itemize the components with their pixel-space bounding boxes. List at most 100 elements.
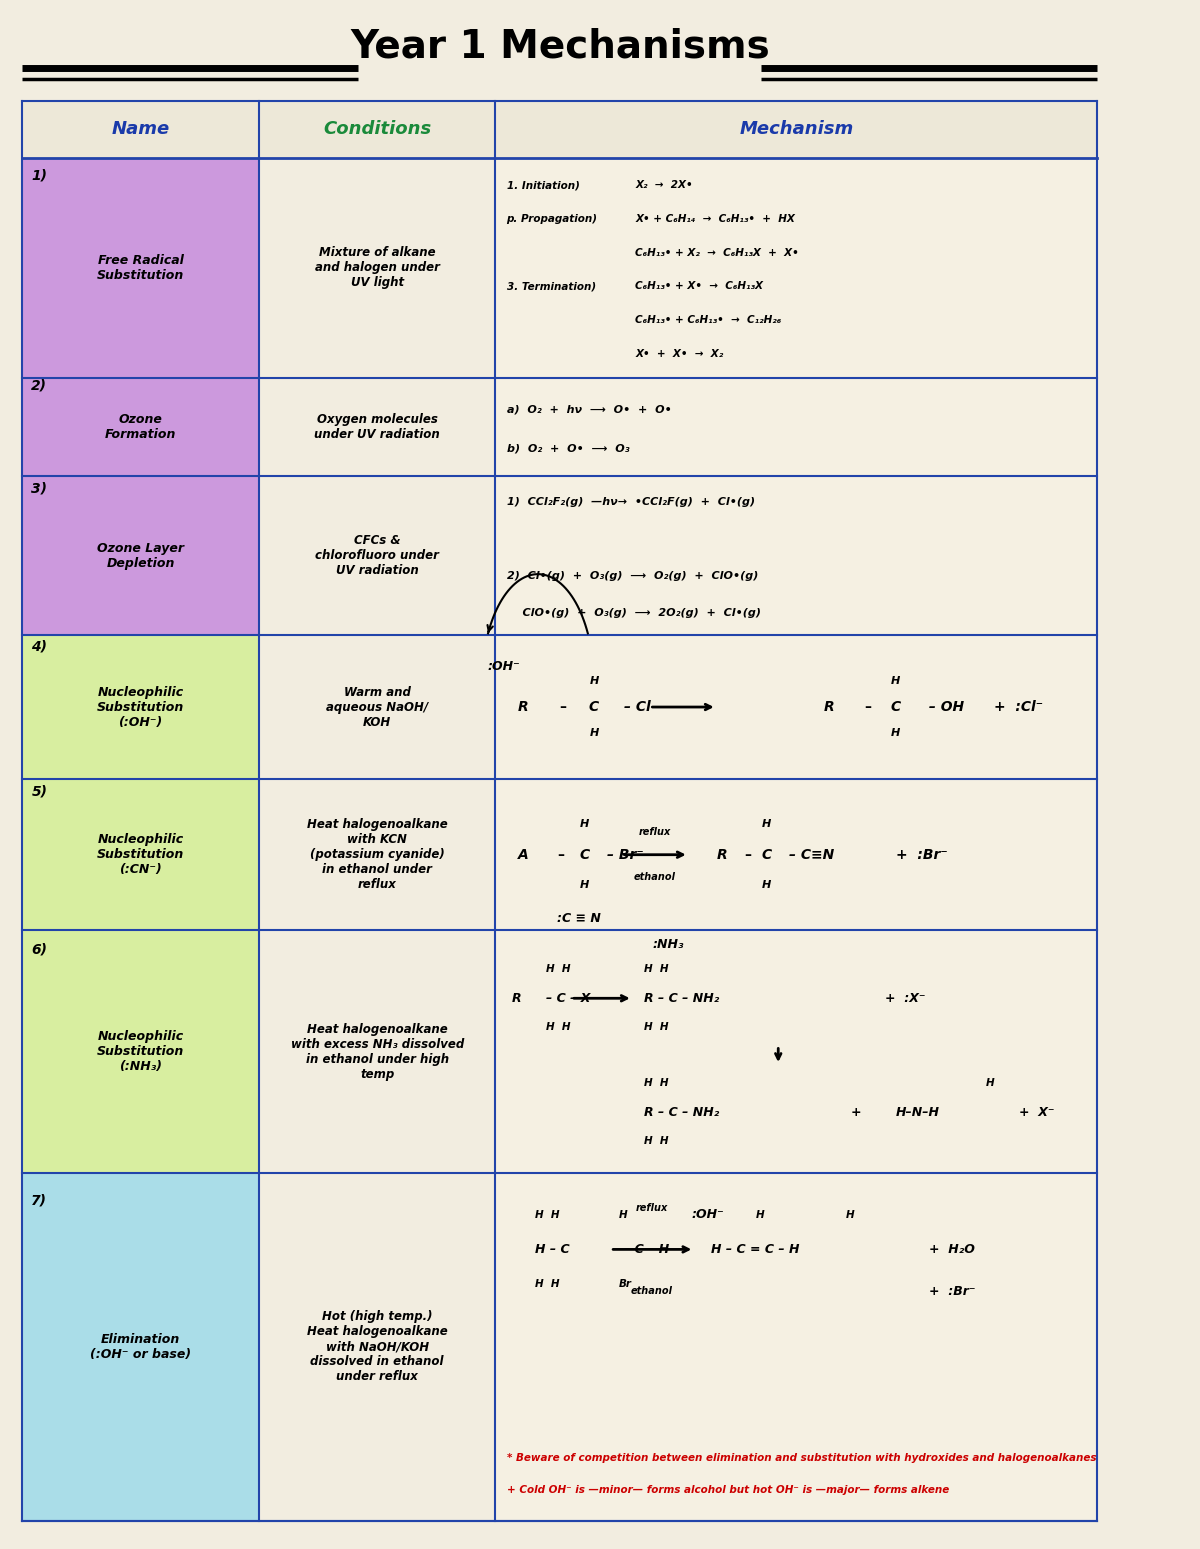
Text: CFCs &
chlorofluoro under
UV radiation: CFCs & chlorofluoro under UV radiation [316, 534, 439, 578]
Text: +  H₂O: + H₂O [930, 1242, 976, 1256]
Text: H–N–H: H–N–H [896, 1106, 940, 1118]
Text: A: A [517, 847, 528, 861]
Text: +  X⁻: + X⁻ [1019, 1106, 1055, 1118]
Text: H: H [985, 1078, 994, 1087]
Text: reflux: reflux [636, 1202, 668, 1213]
Text: H: H [589, 675, 599, 686]
Text: Br: Br [618, 1279, 631, 1289]
Text: Nucleophilic
Substitution
(:CN⁻): Nucleophilic Substitution (:CN⁻) [97, 833, 185, 877]
Bar [496, 158, 1097, 378]
Text: H  H: H H [644, 1022, 668, 1032]
Bar [259, 1173, 496, 1521]
Bar [259, 931, 496, 1173]
Text: –: – [559, 700, 566, 714]
Text: Name: Name [112, 121, 169, 138]
Text: +  :Cl⁻: + :Cl⁻ [995, 700, 1044, 714]
Text: C: C [890, 700, 901, 714]
Bar [496, 931, 1097, 1173]
Text: R: R [512, 991, 522, 1005]
Text: Heat halogenoalkane
with excess NH₃ dissolved
in ethanol under high
temp: Heat halogenoalkane with excess NH₃ diss… [290, 1022, 463, 1081]
Bar [259, 378, 496, 476]
Text: Elimination
(:OH⁻ or base): Elimination (:OH⁻ or base) [90, 1334, 191, 1362]
Text: C: C [762, 847, 772, 861]
Text: H – C = C – H: H – C = C – H [712, 1242, 799, 1256]
Text: –: – [745, 847, 751, 861]
Bar [496, 476, 1097, 635]
Bar [496, 779, 1097, 931]
Text: H  H: H H [534, 1279, 559, 1289]
Text: +  :Br⁻: + :Br⁻ [896, 847, 948, 861]
Text: H  H: H H [546, 963, 570, 974]
Text: Warm and
aqueous NaOH/
KOH: Warm and aqueous NaOH/ KOH [326, 686, 428, 728]
Text: b)  O₂  +  O•  ⟶  O₃: b) O₂ + O• ⟶ O₃ [506, 443, 629, 454]
Bar [259, 635, 496, 779]
Text: C₆H₁₃• + X₂  →  C₆H₁₃X  +  X•: C₆H₁₃• + X₂ → C₆H₁₃X + X• [635, 248, 799, 257]
Text: –: – [864, 700, 871, 714]
Text: H – C: H – C [534, 1242, 569, 1256]
Text: C₆H₁₃• + X•  →  C₆H₁₃X: C₆H₁₃• + X• → C₆H₁₃X [635, 282, 763, 291]
Text: R: R [716, 847, 727, 861]
Text: Ozone Layer
Depletion: Ozone Layer Depletion [97, 542, 184, 570]
Text: H: H [892, 728, 900, 737]
Text: Heat halogenoalkane
with KCN
(potassium cyanide)
in ethanol under
reflux: Heat halogenoalkane with KCN (potassium … [307, 818, 448, 891]
Text: 7): 7) [31, 1194, 47, 1208]
Text: R – C – NH₂: R – C – NH₂ [644, 1106, 719, 1118]
Text: H: H [618, 1210, 628, 1219]
Text: R – C – NH₂: R – C – NH₂ [644, 991, 719, 1005]
Text: C₆H₁₃• + C₆H₁₃•  →  C₁₂H₂₆: C₆H₁₃• + C₆H₁₃• → C₁₂H₂₆ [635, 314, 781, 325]
Text: X₂  →  2X•: X₂ → 2X• [635, 180, 692, 191]
Text: +  :Br⁻: + :Br⁻ [930, 1284, 976, 1298]
Text: H: H [846, 1210, 854, 1219]
Text: X• + C₆H₁₄  →  C₆H₁₃•  +  HX: X• + C₆H₁₄ → C₆H₁₃• + HX [635, 214, 796, 223]
Text: C: C [580, 847, 589, 861]
Text: :NH₃: :NH₃ [652, 939, 684, 951]
Bar [23, 1173, 259, 1521]
Text: ClO•(g)  +  O₃(g)  ⟶  2O₂(g)  +  Cl•(g): ClO•(g) + O₃(g) ⟶ 2O₂(g) + Cl•(g) [506, 607, 761, 618]
Text: 4): 4) [31, 640, 47, 654]
Text: 3. Termination): 3. Termination) [506, 282, 595, 291]
Bar [23, 378, 259, 476]
Text: 2)  Cl•(g)  +  O₃(g)  ⟶  O₂(g)  +  ClO•(g): 2) Cl•(g) + O₃(g) ⟶ O₂(g) + ClO•(g) [506, 572, 758, 581]
Text: – C≡N: – C≡N [790, 847, 835, 861]
Bar [23, 101, 1097, 158]
Text: p. Propagation): p. Propagation) [506, 214, 598, 223]
Bar [259, 779, 496, 931]
Text: 1. Initiation): 1. Initiation) [506, 180, 580, 191]
Bar [23, 931, 259, 1173]
Bar [496, 378, 1097, 476]
Text: H  H: H H [644, 1078, 668, 1087]
Bar [259, 158, 496, 378]
Text: R: R [518, 700, 529, 714]
Text: H: H [892, 675, 900, 686]
Text: + Cold OH⁻ is —minor— forms alcohol but hot OH⁻ is —major— forms alkene: + Cold OH⁻ is —minor— forms alcohol but … [506, 1485, 949, 1495]
Text: H: H [756, 1210, 764, 1219]
Bar [496, 1173, 1097, 1521]
Text: 1): 1) [31, 169, 47, 183]
Text: :OH⁻: :OH⁻ [487, 660, 521, 674]
Bar [23, 635, 259, 779]
Text: Oxygen molecules
under UV radiation: Oxygen molecules under UV radiation [314, 414, 440, 441]
Text: H  H: H H [644, 963, 668, 974]
Text: H: H [762, 819, 770, 829]
Text: H: H [580, 880, 589, 891]
Text: 3): 3) [31, 482, 47, 496]
Text: C: C [589, 700, 599, 714]
Bar [23, 476, 259, 635]
Text: H  H: H H [644, 1137, 668, 1146]
Text: * Beware of competition between elimination and substitution with hydroxides and: * Beware of competition between eliminat… [506, 1453, 1096, 1464]
Bar [259, 476, 496, 635]
Text: Conditions: Conditions [323, 121, 431, 138]
Text: Mechanism: Mechanism [739, 121, 853, 138]
Text: H  H: H H [534, 1210, 559, 1219]
Bar [23, 779, 259, 931]
Text: H: H [762, 880, 770, 891]
Text: reflux: reflux [638, 827, 671, 836]
Text: Free Radical
Substitution: Free Radical Substitution [97, 254, 185, 282]
Bar [23, 158, 259, 378]
Text: H  H: H H [546, 1022, 570, 1032]
Text: H: H [580, 819, 589, 829]
Text: Hot (high temp.)
Heat halogenoalkane
with NaOH/KOH
dissolved in ethanol
under re: Hot (high temp.) Heat halogenoalkane wit… [307, 1310, 448, 1383]
Text: Year 1 Mechanisms: Year 1 Mechanisms [350, 28, 769, 65]
Text: –: – [557, 847, 564, 861]
Text: 6): 6) [31, 943, 47, 957]
